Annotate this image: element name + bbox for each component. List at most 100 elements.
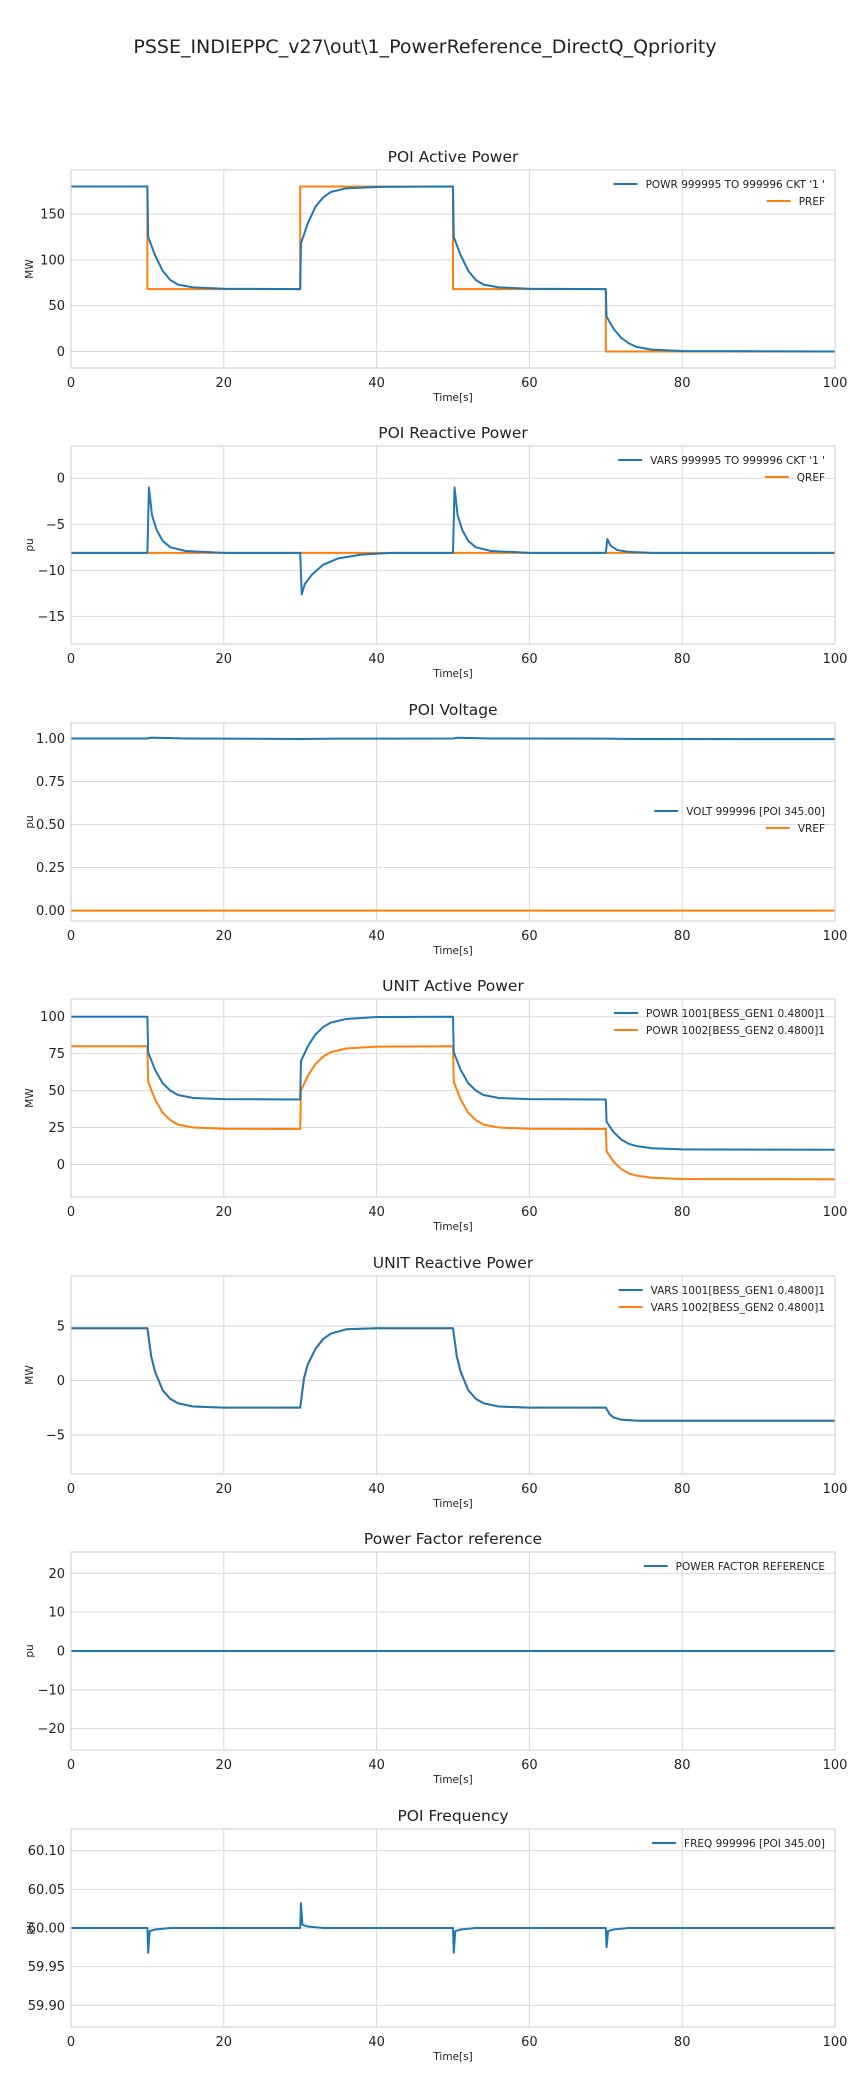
y-tick-label: 0: [57, 1645, 65, 1660]
y-tick-label: 0: [57, 345, 65, 360]
x-tick-label: 20: [216, 1758, 233, 1773]
x-tick-label: 100: [823, 1758, 848, 1773]
chart-title: UNIT Active Power: [382, 977, 524, 995]
plot-frame: [70, 445, 836, 645]
chart-5: UNIT Reactive Power 0 20 40 60 80 100 5 0 −5 Time[…: [24, 1254, 847, 1510]
x-axis-label: Time[s]: [432, 945, 472, 957]
x-tick-label: 80: [674, 1758, 691, 1773]
y-tick-label: 0: [57, 472, 65, 487]
x-tick-label: 0: [67, 1758, 75, 1773]
x-tick-label: 60: [521, 1482, 538, 1497]
x-tick-label: 40: [368, 1758, 385, 1773]
x-tick-label: 60: [521, 376, 538, 391]
y-tick-label: −5: [46, 1428, 65, 1443]
y-tick-label: 20: [48, 1567, 65, 1582]
plot-area: [71, 723, 835, 921]
x-tick-label: 100: [823, 376, 848, 391]
series-line-1: [71, 1902, 835, 1954]
figure-title: PSSE_INDIEPPC_v27\out\1_PowerReference_D…: [133, 36, 717, 58]
legend-label: POWR 1002[BESS_GEN2 0.4800]1: [646, 1025, 825, 1037]
y-axis-label: pu: [24, 538, 36, 551]
y-tick-label: 60.00: [28, 1922, 65, 1937]
x-tick-label: 40: [368, 929, 385, 944]
y-tick-label: 10: [48, 1606, 65, 1621]
x-tick-label: 20: [216, 1205, 233, 1220]
series-line-1: [71, 1015, 836, 1151]
y-tick-label: 59.95: [28, 1960, 65, 1975]
y-tick-label: 0: [57, 1158, 65, 1173]
chart-title: POI Frequency: [397, 1807, 508, 1825]
legend-label: VARS 1001[BESS_GEN1 0.4800]1: [651, 1285, 825, 1297]
x-tick-label: 80: [674, 1205, 691, 1220]
x-axis-label: Time[s]: [432, 2051, 472, 2063]
plot-frame: [70, 1551, 836, 1751]
y-tick-label: 50: [48, 1084, 65, 1099]
x-axis-label: Time[s]: [432, 668, 472, 680]
legend-label: FREQ 999996 [POI 345.00]: [684, 1838, 825, 1850]
y-tick-label: 5: [57, 1320, 65, 1335]
legend-label: VARS 1002[BESS_GEN2 0.4800]1: [651, 1302, 825, 1314]
legend-label: QREF: [797, 472, 825, 484]
x-tick-label: 20: [216, 376, 233, 391]
x-tick-label: 60: [521, 929, 538, 944]
legend-label: POWR 999995 TO 999996 CKT '1 ': [646, 179, 825, 191]
legend-label: VOLT 999996 [POI 345.00]: [686, 806, 825, 818]
chart-title: POI Reactive Power: [378, 424, 528, 442]
y-tick-label: 100: [40, 253, 65, 268]
y-tick-label: 150: [40, 208, 65, 223]
y-tick-label: 60.10: [28, 1844, 65, 1859]
y-tick-label: 50: [48, 299, 65, 314]
chart-4: UNIT Active Power 0 20 40 60 80 100 0 25 50 75 100 T…: [24, 977, 847, 1233]
x-tick-label: 20: [216, 929, 233, 944]
y-tick-label: 0.00: [36, 904, 65, 919]
plot-frame: [70, 722, 836, 922]
y-tick-label: −20: [38, 1722, 65, 1737]
x-tick-label: 60: [521, 1205, 538, 1220]
x-tick-label: 60: [521, 652, 538, 667]
y-tick-label: 0.50: [36, 818, 65, 833]
series-line-1: [71, 1327, 835, 1422]
x-tick-label: 80: [674, 929, 691, 944]
series-line-1: [71, 486, 835, 596]
chart-2: POI Reactive Power 0 20 40 60 80 100 0 −5 −10 −15 T…: [24, 424, 847, 680]
x-tick-label: 100: [823, 1205, 848, 1220]
y-tick-label: 1.00: [36, 732, 65, 747]
x-tick-label: 80: [674, 376, 691, 391]
plot-frame: [70, 998, 836, 1198]
x-tick-label: 0: [67, 1482, 75, 1497]
x-axis-label: Time[s]: [432, 1498, 472, 1510]
y-tick-label: 100: [40, 1010, 65, 1025]
y-tick-label: −10: [38, 1683, 65, 1698]
y-axis-label: MW: [24, 1365, 36, 1385]
legend-label: VREF: [798, 823, 825, 835]
y-tick-label: −5: [46, 518, 65, 533]
y-axis-label: pu: [24, 1921, 36, 1934]
y-tick-label: 60.05: [28, 1883, 65, 1898]
chart-7: POI Frequency 0 20 40 60 80 100 60.10 60.05 60.00…: [24, 1807, 847, 2063]
x-tick-label: 40: [368, 652, 385, 667]
legend-label: VARS 999995 TO 999996 CKT '1 ': [650, 455, 825, 467]
series-line-1: [71, 736, 836, 741]
x-tick-label: 60: [521, 1758, 538, 1773]
x-tick-label: 100: [823, 652, 848, 667]
x-tick-label: 80: [674, 652, 691, 667]
x-tick-label: 80: [674, 1482, 691, 1497]
x-tick-label: 20: [216, 2035, 233, 2050]
y-tick-label: 0.25: [36, 861, 65, 876]
y-axis-label: pu: [24, 815, 36, 828]
chart-title: POI Voltage: [408, 701, 497, 719]
chart-3: POI Voltage 0 20 40 60 80 100 0.00 0.25 0.50 0.75 1…: [24, 701, 847, 957]
x-tick-label: 0: [67, 929, 75, 944]
x-tick-label: 0: [67, 376, 75, 391]
x-tick-label: 0: [67, 1205, 75, 1220]
x-tick-label: 20: [216, 652, 233, 667]
y-tick-label: 75: [48, 1047, 65, 1062]
plot-area: [71, 1276, 835, 1474]
x-tick-label: 40: [368, 1205, 385, 1220]
x-tick-label: 100: [823, 2035, 848, 2050]
y-tick-label: −15: [38, 610, 65, 625]
x-tick-label: 20: [216, 1482, 233, 1497]
series-line-1: [71, 185, 836, 353]
x-tick-label: 80: [674, 2035, 691, 2050]
